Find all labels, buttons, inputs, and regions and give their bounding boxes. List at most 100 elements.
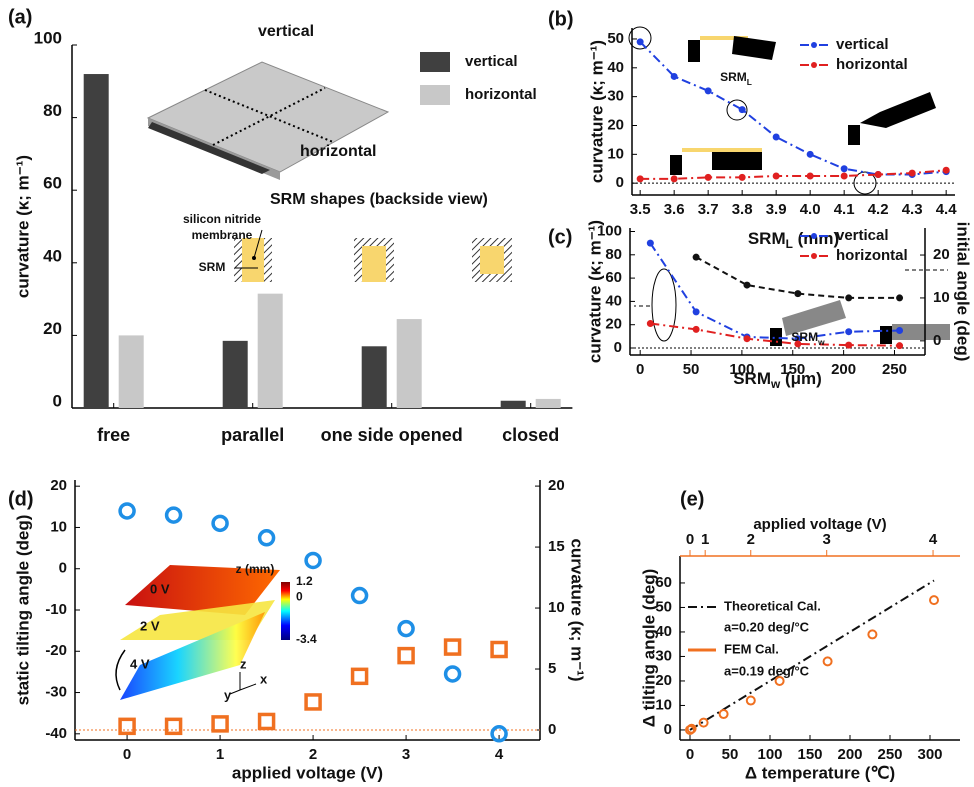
inset-block xyxy=(712,152,762,170)
inset-block xyxy=(770,328,782,346)
point xyxy=(875,171,882,178)
annotation: 4 V xyxy=(130,656,150,671)
bar xyxy=(119,335,144,408)
y-tick-label: 0 xyxy=(616,174,624,191)
point xyxy=(693,254,700,261)
y-tick-label: 60 xyxy=(43,174,62,193)
annotation: membrane xyxy=(192,228,253,242)
panel-label: (c) xyxy=(548,226,572,248)
point xyxy=(868,630,876,638)
x-tick-label: 100 xyxy=(757,746,782,763)
point xyxy=(896,342,903,349)
x-tick-label: 4.3 xyxy=(902,201,923,218)
point xyxy=(353,589,367,603)
legend-marker xyxy=(811,62,817,68)
colorbar-tick-label: 0 xyxy=(296,589,303,603)
y-tick-label: 40 xyxy=(605,292,622,309)
point xyxy=(306,695,320,709)
label-main: SRM xyxy=(748,229,786,248)
x-tick-label: 0 xyxy=(123,746,131,763)
y-tick-label: 50 xyxy=(607,30,624,47)
annotation: a=0.19 deg/°C xyxy=(724,663,810,678)
label-sub: L xyxy=(747,77,752,87)
point xyxy=(167,508,181,522)
point xyxy=(845,294,852,301)
inset-strip xyxy=(682,148,762,152)
point xyxy=(845,342,852,349)
point xyxy=(671,175,678,182)
y2-tick-label: 15 xyxy=(548,538,565,555)
point xyxy=(807,172,814,179)
x2-tick-label: 0 xyxy=(686,531,694,548)
legend-marker xyxy=(811,42,817,48)
annotation: x xyxy=(260,671,268,686)
point xyxy=(213,516,227,530)
srm-icon xyxy=(234,238,272,282)
y-tick-label: 80 xyxy=(605,246,622,263)
point xyxy=(739,174,746,181)
colorbar-label: z (mm) xyxy=(236,562,275,576)
figure: (a)020406080100freeparallelone side open… xyxy=(0,0,974,787)
point xyxy=(213,717,227,731)
bar xyxy=(536,399,561,408)
point xyxy=(896,294,903,301)
point xyxy=(353,669,367,683)
y-tick-label: 40 xyxy=(43,246,62,265)
label-unit: (mm) xyxy=(793,229,839,248)
x2-tick-label: 4 xyxy=(929,531,938,548)
label-sub: w xyxy=(817,337,825,347)
y-tick-label: 10 xyxy=(50,518,67,535)
point xyxy=(747,697,755,705)
point xyxy=(693,326,700,333)
y-tick-label: 0 xyxy=(664,721,672,738)
inset-block xyxy=(860,92,936,128)
x-tick-label: 250 xyxy=(877,746,902,763)
point xyxy=(841,165,848,172)
inset-block xyxy=(880,326,892,344)
y-tick-label: 40 xyxy=(607,59,624,76)
triad xyxy=(230,690,240,694)
point xyxy=(841,172,848,179)
axis-label: curvature (κ; m⁻¹) xyxy=(587,40,606,183)
legend-label: vertical xyxy=(836,227,889,244)
srm-icon xyxy=(354,238,394,282)
x-tick-label: closed xyxy=(502,425,559,445)
y2-tick-label: 0 xyxy=(933,332,941,349)
annotation: horizontal xyxy=(300,143,376,160)
y-tick-label: 100 xyxy=(34,28,62,47)
x-tick-label: 3.5 xyxy=(630,201,651,218)
x-tick-label: 4 xyxy=(495,746,504,763)
axis-label: static tilting angle (deg) xyxy=(13,515,32,706)
point xyxy=(446,640,460,654)
x-tick-label: 1 xyxy=(216,746,224,763)
bar xyxy=(362,346,387,408)
point xyxy=(705,87,712,94)
legend-swatch xyxy=(420,85,450,105)
point xyxy=(637,175,644,182)
bar xyxy=(397,319,422,408)
point xyxy=(260,531,274,545)
point xyxy=(824,657,832,665)
inset-block xyxy=(688,40,700,62)
y-tick-label: 20 xyxy=(50,477,67,494)
axis-label: initial angle (deg) xyxy=(954,222,973,362)
axis-label: curvature (κ; m⁻¹) xyxy=(568,538,587,681)
panel-label: (d) xyxy=(8,488,34,510)
x2-tick-label: 2 xyxy=(747,531,755,548)
legend-label: vertical xyxy=(836,36,889,53)
axis-label: Δ temperature (℃) xyxy=(745,763,895,782)
srm-icon xyxy=(472,238,512,282)
x-tick-label: 3.7 xyxy=(698,201,719,218)
legend-label: horizontal xyxy=(836,56,908,73)
y2-tick-label: 0 xyxy=(548,721,556,738)
x-tick-label: 200 xyxy=(837,746,862,763)
colorbar-tick-label: 1.2 xyxy=(296,574,313,588)
legend-label: FEM Cal. xyxy=(724,641,779,656)
annotation: 2 V xyxy=(140,618,160,633)
point xyxy=(399,649,413,663)
point xyxy=(492,643,506,657)
x-tick-label: 250 xyxy=(882,361,907,378)
point xyxy=(773,172,780,179)
y2-tick-label: 10 xyxy=(548,599,565,616)
y-tick-label: 80 xyxy=(43,101,62,120)
